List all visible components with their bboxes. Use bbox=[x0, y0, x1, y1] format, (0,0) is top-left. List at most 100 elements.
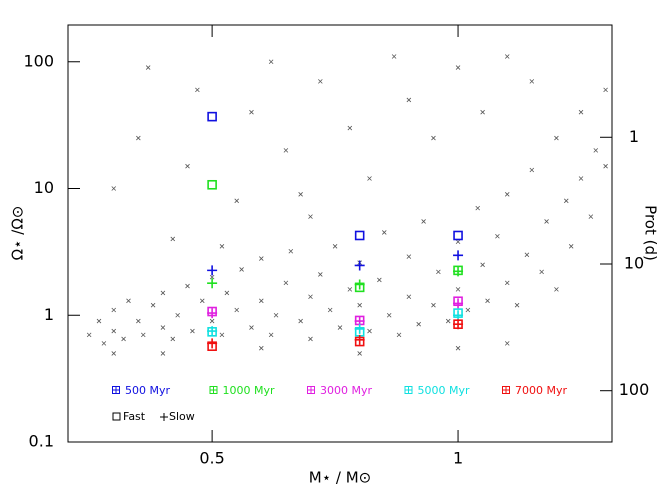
background-point bbox=[514, 302, 520, 308]
background-point bbox=[504, 280, 510, 286]
legend-label: 1000 Myr bbox=[223, 384, 275, 397]
legend-label: 500 Myr bbox=[125, 384, 170, 397]
background-point bbox=[101, 341, 107, 346]
background-point bbox=[219, 244, 225, 249]
background-point bbox=[249, 325, 254, 330]
background-point bbox=[455, 65, 461, 70]
background-point bbox=[347, 287, 353, 292]
background-point bbox=[357, 351, 362, 356]
background-point bbox=[593, 148, 599, 153]
background-point bbox=[160, 325, 166, 330]
background-point bbox=[259, 256, 264, 261]
background-point bbox=[199, 298, 205, 304]
slow-marker bbox=[207, 278, 218, 289]
background-point bbox=[603, 87, 608, 93]
fast-marker bbox=[207, 111, 217, 122]
background-point bbox=[259, 345, 264, 351]
background-point bbox=[367, 328, 372, 334]
background-point bbox=[504, 341, 510, 346]
background-point bbox=[234, 307, 239, 313]
background-point bbox=[554, 135, 559, 141]
y2-axis-label: Prot (d) bbox=[642, 205, 660, 261]
legend-marker bbox=[307, 386, 315, 394]
background-point bbox=[190, 328, 195, 334]
background-point bbox=[588, 214, 594, 219]
background-point bbox=[288, 248, 294, 254]
legend-marker bbox=[112, 412, 121, 421]
background-point bbox=[377, 277, 382, 283]
background-point bbox=[391, 54, 397, 59]
background-point bbox=[283, 280, 289, 286]
background-point bbox=[224, 290, 230, 296]
slow-marker bbox=[453, 266, 464, 277]
background-point bbox=[283, 148, 289, 153]
background-point bbox=[578, 176, 584, 181]
y-axis-label: Ω⋆ /Ω⊙ bbox=[9, 206, 27, 261]
background-point bbox=[259, 298, 264, 304]
slow-marker bbox=[453, 298, 464, 309]
background-point bbox=[436, 269, 441, 275]
background-point bbox=[480, 109, 485, 115]
background-point bbox=[475, 205, 481, 211]
y2-tick-label: 1 bbox=[629, 127, 639, 146]
background-point bbox=[234, 198, 239, 204]
background-point bbox=[431, 135, 436, 141]
background-point bbox=[175, 312, 180, 318]
slow-marker bbox=[453, 250, 464, 261]
background-point bbox=[298, 192, 303, 197]
slow-marker bbox=[453, 310, 464, 321]
x-tick-label: 1 bbox=[453, 449, 463, 468]
slow-marker bbox=[354, 260, 365, 271]
background-point bbox=[544, 219, 549, 224]
background-point bbox=[563, 198, 569, 204]
background-point bbox=[185, 283, 190, 289]
background-point bbox=[524, 252, 530, 258]
background-point bbox=[209, 274, 215, 280]
background-point bbox=[445, 318, 451, 324]
background-point bbox=[111, 351, 117, 356]
x-tick-label: 0.5 bbox=[199, 449, 224, 468]
background-point bbox=[209, 318, 215, 324]
y-tick-label: 1 bbox=[44, 305, 54, 324]
legend-label: 5000 Myr bbox=[418, 384, 470, 397]
background-point bbox=[603, 163, 608, 169]
background-point bbox=[136, 318, 141, 324]
fast-marker bbox=[453, 230, 463, 241]
background-point bbox=[416, 321, 421, 327]
background-point bbox=[455, 239, 461, 245]
slow-marker bbox=[354, 334, 365, 345]
background-point bbox=[504, 192, 510, 197]
background-point bbox=[111, 307, 117, 313]
background-point bbox=[111, 186, 117, 191]
background-point bbox=[318, 272, 323, 277]
background-point bbox=[347, 125, 353, 131]
background-point bbox=[145, 65, 151, 70]
background-point bbox=[332, 244, 338, 249]
x-axis-label: M⋆ / M⊙ bbox=[309, 469, 371, 487]
background-point bbox=[504, 54, 510, 59]
background-point bbox=[381, 230, 387, 235]
background-point bbox=[539, 269, 544, 275]
slow-marker bbox=[207, 308, 218, 319]
legend-label: 7000 Myr bbox=[515, 384, 567, 397]
background-point bbox=[111, 328, 117, 334]
slow-marker bbox=[354, 279, 365, 290]
background-point bbox=[268, 59, 274, 65]
background-point bbox=[485, 298, 490, 304]
background-point bbox=[455, 345, 461, 351]
background-point bbox=[249, 109, 254, 115]
background-point bbox=[121, 336, 126, 342]
background-point bbox=[86, 332, 92, 338]
slow-marker bbox=[207, 338, 218, 349]
background-point bbox=[406, 254, 412, 259]
legend-label: Slow bbox=[169, 410, 195, 423]
background-point bbox=[308, 294, 313, 300]
background-point bbox=[195, 87, 200, 93]
background-point bbox=[140, 332, 146, 338]
legend-marker bbox=[502, 386, 510, 394]
slow-marker bbox=[354, 323, 365, 334]
background-point bbox=[298, 318, 303, 324]
plot-frame bbox=[67, 24, 613, 443]
